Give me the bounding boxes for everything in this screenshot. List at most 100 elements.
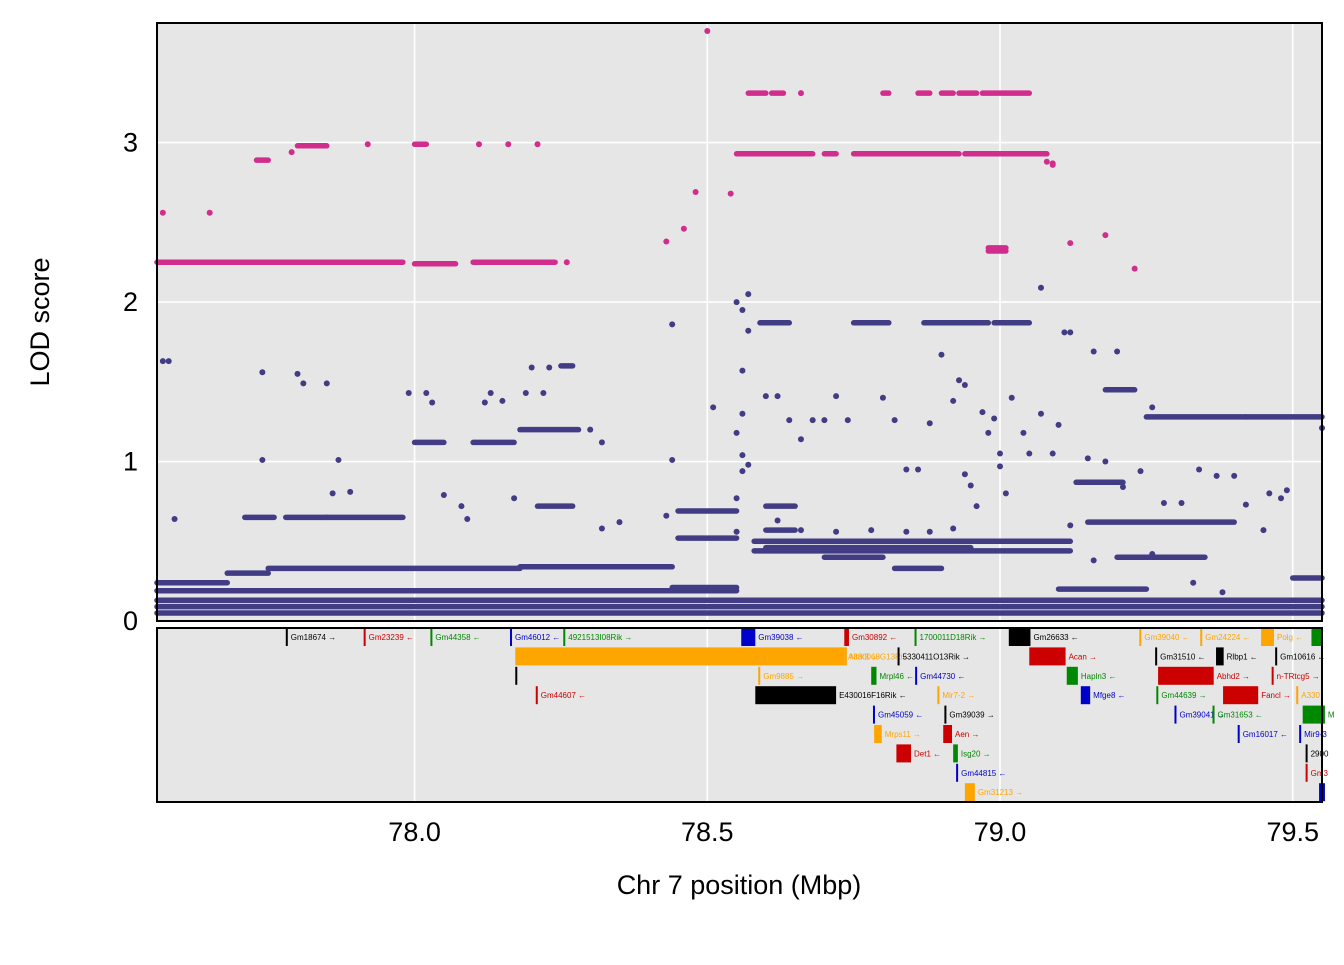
other-point — [1260, 527, 1267, 534]
gene-bar — [1216, 647, 1224, 666]
highlight-point — [727, 190, 734, 197]
gene-label: Rlbp1 ← — [1227, 652, 1258, 661]
lod-series-highlight — [154, 27, 1138, 272]
gene-label: Isg20 → — [961, 749, 991, 758]
gene-bar — [1299, 725, 1302, 743]
gene-bar — [944, 705, 947, 724]
gene-label: Gm44607 ← — [541, 691, 586, 700]
x-tick-label: 78.0 — [388, 817, 441, 847]
gene-label: Mrps11 → — [885, 730, 921, 739]
gene-label: Polg ← — [1277, 633, 1303, 642]
other-point — [985, 429, 992, 436]
other-point — [616, 519, 623, 526]
other-point — [259, 456, 266, 463]
other-point — [833, 528, 840, 535]
other-point — [973, 503, 980, 510]
other-point — [1190, 579, 1197, 586]
other-point — [926, 420, 933, 427]
other-point — [997, 450, 1004, 457]
gene-bar — [937, 686, 940, 705]
gene-label: 4921513I08Rik → — [568, 633, 632, 642]
gene-bar — [1174, 705, 1177, 724]
gene: 4921513I08Rik → — [563, 628, 632, 646]
gene-label: Gm44815 ← — [961, 769, 1006, 778]
other-point — [774, 517, 781, 524]
gene-label: Gm31653 ← — [1218, 711, 1263, 720]
gene-bar — [563, 628, 566, 646]
x-tick-label: 79.5 — [1266, 817, 1319, 847]
gene-bar — [1275, 647, 1278, 666]
gene-label: Fancl → — [1261, 691, 1291, 700]
other-point — [1037, 284, 1044, 291]
gene-label: Gm39041 → — [1179, 711, 1224, 720]
gene-bar — [741, 628, 756, 646]
gene-label: M — [1328, 711, 1335, 720]
y-tick-label: 1 — [123, 447, 138, 477]
other-point — [1242, 501, 1249, 508]
gene-panel-border — [156, 627, 1323, 803]
gene — [515, 666, 518, 685]
gene-bar — [872, 705, 875, 724]
gene-label: Gm39039 → — [949, 711, 994, 720]
gene: Gm31653 ← — [1212, 705, 1263, 724]
gene: Gm31510 ← — [1155, 647, 1206, 666]
gene: Mrps11 → — [874, 725, 921, 743]
other-point — [540, 389, 547, 396]
gene: Gm31213 → — [964, 783, 1023, 802]
other-point — [967, 482, 974, 489]
highlight-point — [680, 225, 687, 232]
gene: Gm46012 ← — [510, 628, 560, 646]
gene-bar — [874, 725, 882, 743]
other-point — [1119, 484, 1126, 491]
gene-bar — [285, 628, 288, 646]
other-point — [1002, 490, 1009, 497]
gene: Gm45059 ← — [872, 705, 923, 724]
gene-bar — [1066, 666, 1078, 685]
other-point — [1067, 522, 1074, 529]
gene: Gm39040 ← — [1139, 628, 1190, 646]
gene: Gm44639 → — [1156, 686, 1207, 705]
gene: A330068G13Rik — [515, 647, 908, 666]
gene — [1311, 628, 1322, 646]
highlight-point — [159, 209, 166, 216]
gene: E430016F16Rik ← — [755, 686, 907, 705]
y-tick-label: 2 — [123, 287, 138, 317]
other-point — [1061, 329, 1068, 336]
gene-bar — [515, 647, 845, 666]
other-point — [1219, 589, 1226, 596]
gene: n-TRtcg5 → — [1271, 666, 1320, 685]
gene: Mfge8 ← — [1080, 686, 1126, 705]
x-axis-label: Chr 7 position (Mbp) — [617, 870, 862, 900]
gene-label: Gm44730 ← — [920, 672, 965, 681]
other-point — [961, 381, 968, 388]
gene: Fancl → — [1223, 686, 1291, 705]
gene-bar — [1029, 647, 1066, 666]
gene-bar — [914, 628, 917, 646]
other-point — [844, 417, 851, 424]
other-point — [797, 527, 804, 534]
other-point — [739, 367, 746, 374]
other-point — [1266, 490, 1273, 497]
gene: Gm9885 → — [758, 666, 804, 685]
other-point — [598, 439, 605, 446]
gene-bar — [535, 686, 538, 705]
gene-label: Mfge8 ← — [1093, 691, 1125, 700]
highlight-point — [1049, 161, 1056, 168]
lod-panel-border — [156, 22, 1323, 622]
other-point — [997, 463, 1004, 470]
other-point — [1020, 429, 1027, 436]
gene-label: 1700011D18Rik → — [920, 633, 987, 642]
other-point — [329, 490, 336, 497]
y-axis-label: LOD score — [25, 257, 55, 386]
other-point — [1178, 499, 1185, 506]
x-axis-ticks: 78.0 78.5 79.0 79.5 — [388, 817, 1319, 847]
gene-label: Det1 ← — [914, 749, 941, 758]
other-point — [891, 417, 898, 424]
other-point — [961, 471, 968, 478]
gene-label: Aen → — [955, 730, 979, 739]
other-point — [423, 389, 430, 396]
y-axis-ticks: 0 1 2 3 — [123, 128, 138, 636]
highlight-point — [563, 259, 570, 266]
gene-label: A330 — [1301, 691, 1320, 700]
